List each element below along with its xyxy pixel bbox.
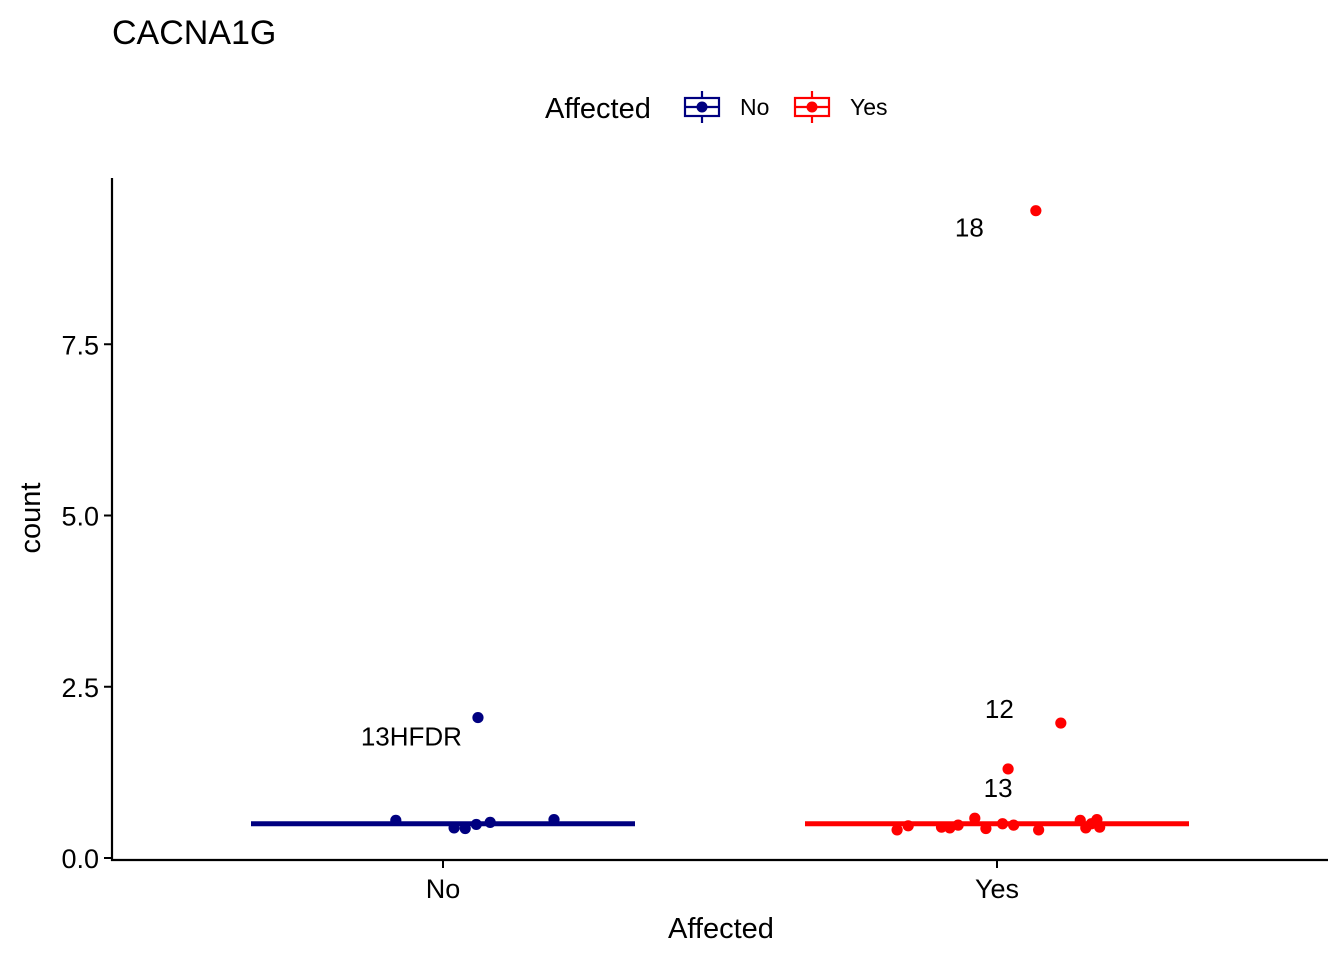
data-point xyxy=(390,814,402,826)
point-label: 18 xyxy=(955,213,984,243)
data-point xyxy=(980,822,992,835)
data-point xyxy=(935,821,948,833)
data-point xyxy=(902,820,914,832)
legend-title: Affected xyxy=(545,93,651,125)
y-tick-label: 7.5 xyxy=(61,330,99,360)
y-axis-ticks: 0.0 2.5 5.0 7.5 xyxy=(61,330,112,874)
data-point xyxy=(1030,205,1042,217)
data-points xyxy=(390,205,1106,836)
point-label: 13HFDR xyxy=(361,722,462,752)
data-point xyxy=(484,816,496,828)
legend-point xyxy=(806,101,818,113)
y-tick-label: 2.5 xyxy=(61,673,99,703)
point-label: 13 xyxy=(984,773,1013,803)
x-axis-label: Affected xyxy=(668,913,774,945)
data-point xyxy=(1002,763,1014,775)
x-axis-ticks: No Yes xyxy=(426,860,1019,904)
y-tick-label: 5.0 xyxy=(61,502,99,532)
data-point xyxy=(472,711,484,724)
data-point xyxy=(1033,824,1045,836)
data-point xyxy=(470,818,482,831)
x-tick-label: No xyxy=(426,874,461,904)
legend: Affected No Yes xyxy=(545,91,888,125)
data-point xyxy=(548,814,560,826)
y-axis-label: count xyxy=(15,483,47,554)
x-tick-label: Yes xyxy=(975,874,1019,904)
axes xyxy=(110,178,1328,862)
y-tick-label: 0.0 xyxy=(61,844,99,874)
legend-point xyxy=(696,101,708,113)
legend-label-no: No xyxy=(740,94,769,120)
data-point xyxy=(1094,821,1106,833)
legend-key-yes xyxy=(793,91,831,123)
legend-key-no xyxy=(683,91,721,123)
data-point xyxy=(1055,717,1067,729)
data-point xyxy=(448,822,460,834)
data-point xyxy=(969,812,981,824)
point-label: 12 xyxy=(985,694,1014,724)
data-point xyxy=(952,819,964,831)
point-labels: 13HFDR 13 12 18 xyxy=(361,213,1014,803)
chart-title: CACNA1G xyxy=(112,14,276,52)
data-point xyxy=(996,818,1009,830)
legend-label-yes: Yes xyxy=(850,94,888,120)
data-point xyxy=(1008,819,1020,831)
data-point xyxy=(459,822,471,835)
data-point xyxy=(891,824,903,836)
